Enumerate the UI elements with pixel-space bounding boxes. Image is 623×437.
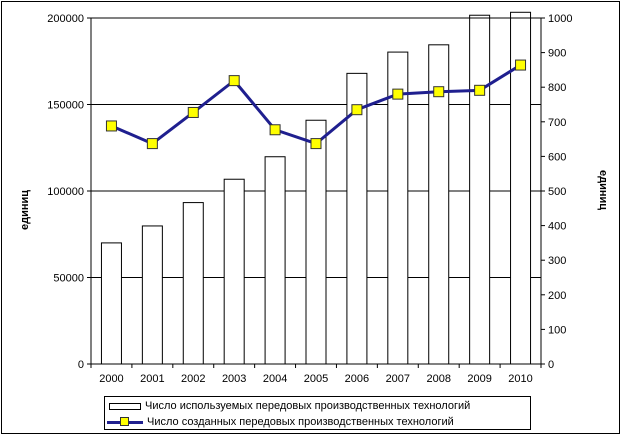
line-point (310, 138, 322, 150)
right-tick-label: 300 (548, 255, 566, 267)
legend-item-bars: Число используемых передовых производств… (105, 398, 530, 414)
right-tick-label: 600 (548, 151, 566, 163)
right-tick-label: 800 (548, 82, 566, 94)
line-point (187, 106, 199, 118)
line-point (474, 84, 486, 96)
x-tick-label: 2010 (508, 373, 532, 385)
line-point (269, 124, 281, 136)
line-point (392, 88, 404, 100)
x-tick-label: 2003 (222, 373, 246, 385)
right-tick-label: 200 (548, 290, 566, 302)
left-tick-label: 100000 (47, 186, 84, 198)
legend-label-line: Число созданных передовых производственн… (147, 416, 454, 428)
bar (305, 119, 327, 365)
left-tick-label: 200000 (47, 13, 84, 25)
left-tick-label: 150000 (47, 100, 84, 112)
bar (223, 178, 245, 365)
bar-series (100, 11, 532, 365)
line-point (433, 86, 445, 98)
left-axis-ticks: 0 50000 100000 150000 200000 (47, 13, 91, 371)
left-axis-label: единиц (19, 190, 31, 230)
x-tick-label: 2009 (467, 373, 491, 385)
line-point (146, 138, 158, 150)
x-axis-ticks: 2000 2001 2002 2003 2004 2005 2006 2007 2008 2009… (90, 364, 542, 385)
right-axis-ticks: 0 100 200 300 400 500 600 700 800 900 1000 (541, 13, 572, 371)
right-tick-label: 0 (548, 359, 554, 371)
x-tick-label: 2006 (345, 373, 369, 385)
right-tick-label: 1000 (548, 13, 572, 25)
bar (264, 156, 286, 365)
bar (182, 202, 204, 365)
x-tick-label: 2008 (426, 373, 450, 385)
legend-label-bars: Число используемых передовых производств… (145, 400, 471, 412)
right-axis-label: единиц (597, 170, 609, 210)
line-point (515, 59, 527, 71)
x-tick-label: 2007 (386, 373, 410, 385)
legend-bar-swatch (109, 402, 141, 410)
x-tick-label: 2004 (263, 373, 287, 385)
x-tick-label: 2001 (140, 373, 164, 385)
bar (469, 14, 491, 365)
right-tick-label: 500 (548, 186, 566, 198)
line-point (228, 75, 240, 87)
x-tick-label: 2005 (304, 373, 328, 385)
legend: Число используемых передовых производств… (104, 396, 531, 430)
bar (100, 242, 122, 365)
bar (141, 225, 163, 365)
x-tick-label: 2000 (99, 373, 123, 385)
line-series (105, 59, 527, 150)
line-point (351, 104, 363, 116)
line-point (105, 120, 117, 132)
left-tick-label: 50000 (53, 273, 84, 285)
legend-line-swatch (107, 417, 143, 427)
right-tick-label: 700 (548, 117, 566, 129)
right-tick-label: 100 (548, 324, 566, 336)
x-tick-label: 2002 (181, 373, 205, 385)
left-tick-label: 0 (78, 359, 84, 371)
legend-item-line: Число созданных передовых производственн… (105, 414, 530, 430)
right-tick-label: 400 (548, 221, 566, 233)
right-tick-label: 900 (548, 48, 566, 60)
